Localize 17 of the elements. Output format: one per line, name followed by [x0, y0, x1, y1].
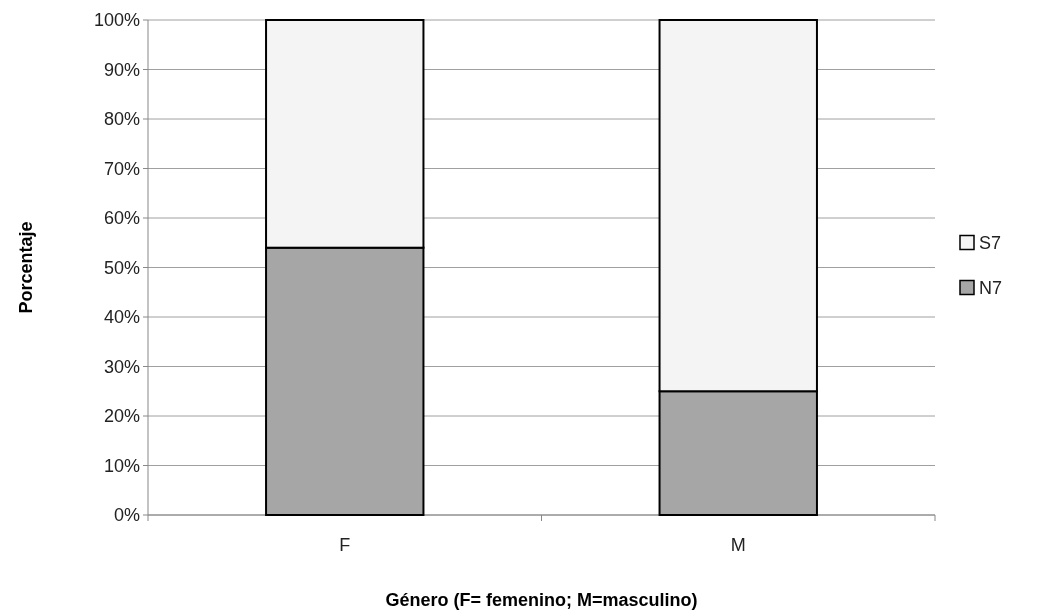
- y-tick-label: 90%: [103, 59, 140, 80]
- legend-label: S7: [979, 232, 1002, 253]
- x-tick-label: M: [730, 535, 746, 555]
- y-tick-label: 100%: [93, 10, 140, 31]
- legend-label: N7: [979, 277, 1003, 298]
- x-axis-title: Género (F= femenino; M=masculino): [385, 590, 698, 610]
- y-tick-label: 60%: [103, 208, 140, 229]
- y-tick-label: 80%: [103, 109, 140, 130]
- y-tick-label: 10%: [103, 455, 140, 476]
- y-tick-label: 40%: [103, 307, 140, 328]
- y-tick-label: 50%: [103, 257, 140, 278]
- y-tick-label: 70%: [103, 158, 140, 179]
- y-tick-label: 30%: [103, 356, 140, 377]
- y-axis-title: Porcentaje: [16, 221, 36, 314]
- y-tick-label: 20%: [103, 406, 140, 427]
- x-tick-label: F: [339, 535, 351, 555]
- y-tick-label: 0%: [113, 505, 140, 526]
